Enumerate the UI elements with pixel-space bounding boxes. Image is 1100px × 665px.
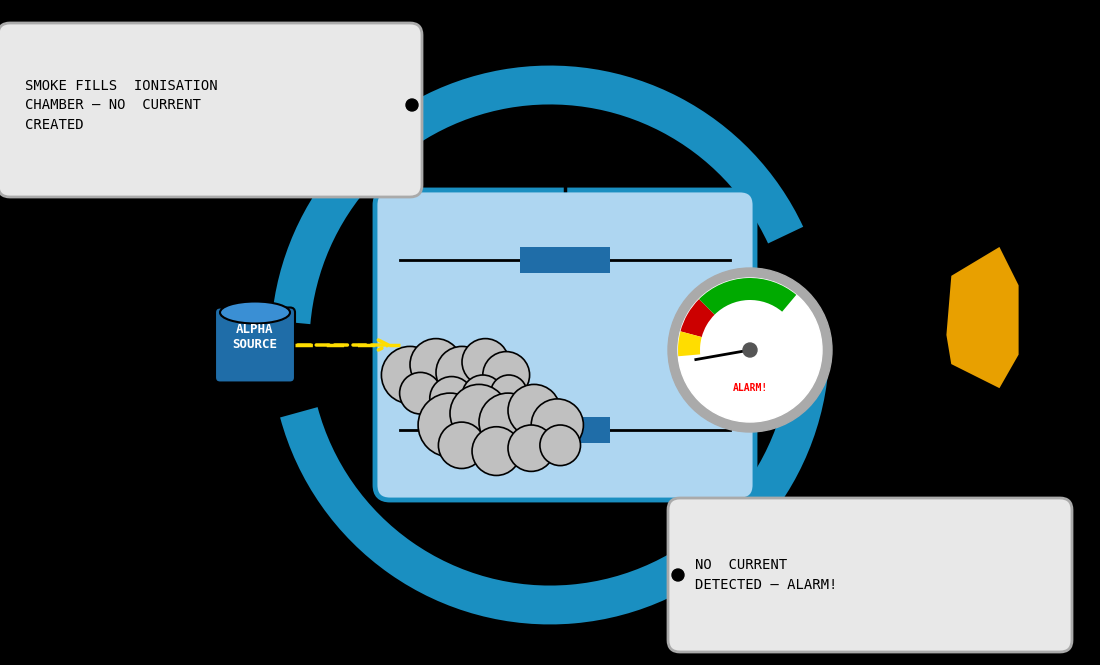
Circle shape [462, 338, 509, 386]
Wedge shape [700, 278, 796, 315]
FancyBboxPatch shape [520, 247, 610, 273]
Circle shape [742, 343, 757, 357]
FancyBboxPatch shape [214, 307, 295, 382]
FancyBboxPatch shape [668, 498, 1072, 652]
Circle shape [382, 346, 439, 404]
Circle shape [418, 393, 482, 457]
FancyBboxPatch shape [0, 23, 422, 197]
Circle shape [436, 346, 488, 398]
Circle shape [462, 375, 504, 416]
Circle shape [531, 399, 583, 451]
Text: NO  CURRENT
DETECTED – ALARM!: NO CURRENT DETECTED – ALARM! [695, 558, 837, 592]
Circle shape [508, 425, 554, 471]
Circle shape [406, 99, 418, 111]
Circle shape [672, 569, 684, 581]
Circle shape [508, 384, 560, 437]
Circle shape [678, 278, 822, 422]
Polygon shape [945, 245, 1020, 390]
Text: ALPHA
SOURCE: ALPHA SOURCE [232, 323, 277, 351]
Circle shape [430, 376, 473, 420]
Circle shape [450, 384, 508, 442]
Ellipse shape [220, 301, 290, 323]
Wedge shape [678, 331, 702, 356]
FancyBboxPatch shape [375, 190, 755, 500]
FancyBboxPatch shape [520, 417, 610, 443]
Circle shape [668, 268, 832, 432]
Circle shape [483, 352, 529, 398]
Text: SMOKE FILLS  IONISATION
CHAMBER – NO  CURRENT
CREATED: SMOKE FILLS IONISATION CHAMBER – NO CURR… [25, 78, 218, 132]
Circle shape [478, 393, 537, 451]
Circle shape [410, 338, 462, 390]
Circle shape [439, 422, 485, 469]
Circle shape [491, 375, 527, 412]
Circle shape [472, 427, 520, 475]
Circle shape [540, 425, 581, 465]
Circle shape [399, 372, 441, 414]
Text: ALARM!: ALARM! [733, 383, 768, 393]
Wedge shape [681, 299, 715, 337]
